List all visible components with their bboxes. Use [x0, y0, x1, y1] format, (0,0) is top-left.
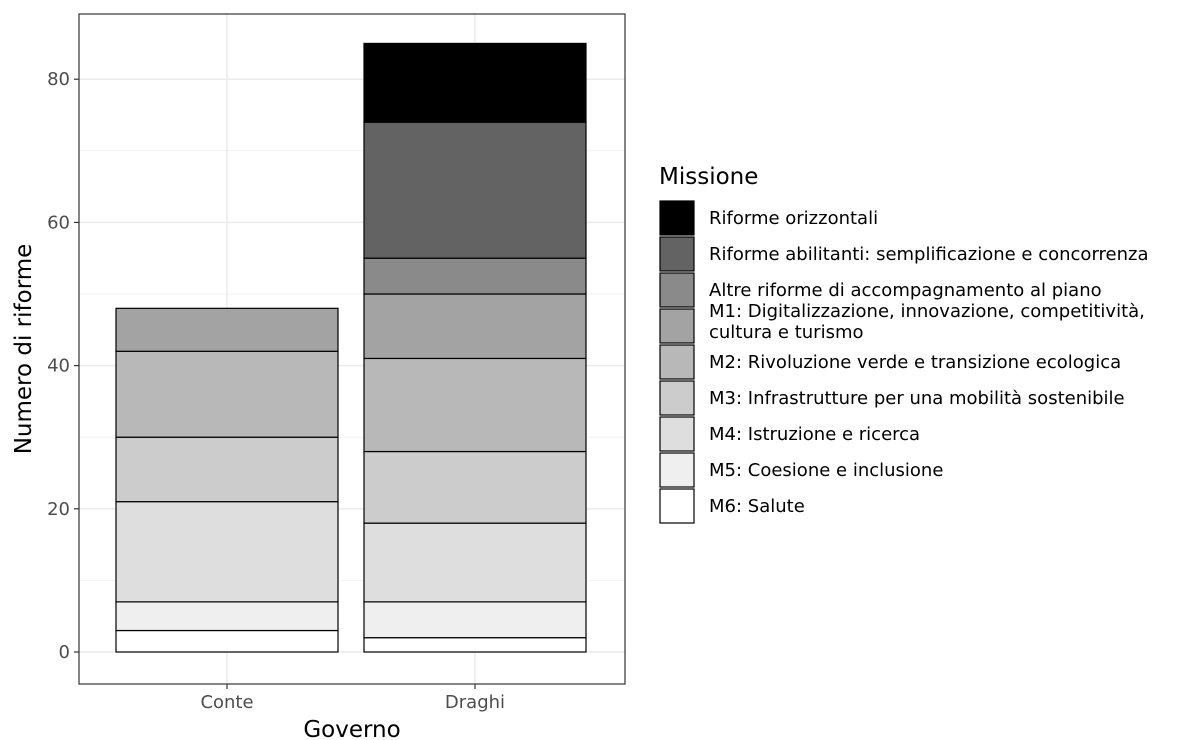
legend-key [659, 452, 695, 488]
bar-segment [115, 501, 339, 603]
y-tick-label: 80 [47, 69, 70, 90]
bar-segment [115, 601, 339, 632]
bar-segment [363, 450, 587, 524]
legend-key [659, 488, 695, 524]
legend-label: M4: Istruzione e ricerca [709, 424, 920, 445]
legend-key [659, 236, 695, 272]
legend-label: M6: Salute [709, 496, 805, 517]
legend-title: Missione [659, 164, 758, 190]
y-tick-label: 0 [59, 642, 70, 663]
legend-label: M1: Digitalizzazione, innovazione, compe… [709, 301, 1145, 343]
bar-segment [363, 601, 587, 639]
bar-segment [363, 121, 587, 259]
x-axis: Conte Draghi [200, 684, 505, 713]
legend: Missione Riforme orizzontali Riforme abil… [659, 164, 1149, 524]
y-tick-label: 40 [47, 356, 70, 377]
panel-border [78, 13, 626, 685]
bar-segment [363, 357, 587, 453]
x-tick-label: Conte [200, 692, 253, 713]
bar-segment [115, 307, 339, 352]
legend-key [659, 308, 695, 344]
legend-label: Riforme abilitanti: semplificazione e co… [709, 244, 1149, 265]
x-axis-title: Governo [303, 717, 400, 740]
x-tick-label: Draghi [445, 692, 505, 713]
y-tick-label: 60 [47, 212, 70, 233]
legend-label: M5: Coesione e inclusione [709, 460, 943, 481]
bar-segment [115, 436, 339, 503]
y-axis: 0 20 40 60 80 [47, 69, 79, 663]
legend-key [659, 200, 695, 236]
legend-label: M3: Infrastrutture per una mobilità sost… [709, 388, 1125, 409]
bars [115, 42, 587, 653]
legend-label: M2: Rivoluzione verde e transizione ecol… [709, 352, 1121, 373]
y-axis-title: Numero di riforme [11, 244, 37, 455]
bar-segment [363, 522, 587, 603]
legend-key [659, 416, 695, 452]
legend-key [659, 344, 695, 380]
bar-segment [363, 257, 587, 295]
legend-label: Riforme orizzontali [709, 208, 878, 229]
legend-key [659, 272, 695, 308]
bar-segment [363, 42, 587, 123]
y-tick-label: 20 [47, 499, 70, 520]
bar-segment [115, 629, 339, 653]
plot-border [78, 13, 626, 685]
legend-label: Altre riforme di accompagnamento al pian… [709, 280, 1102, 301]
bar-segment [115, 350, 339, 438]
bar-segment [363, 293, 587, 360]
legend-key [659, 380, 695, 416]
bar-segment [363, 637, 587, 653]
